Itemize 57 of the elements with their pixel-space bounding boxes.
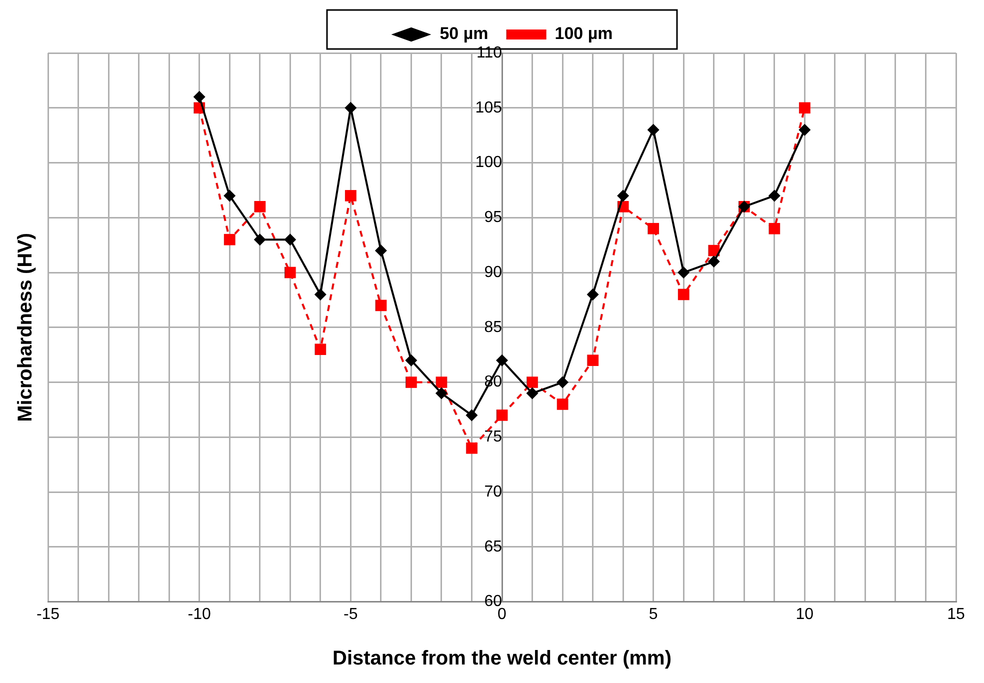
point <box>374 244 387 257</box>
x-tick-label: 15 <box>947 606 965 623</box>
point <box>648 222 659 234</box>
point <box>496 410 508 421</box>
point <box>526 387 538 400</box>
point <box>799 102 810 114</box>
x-axis-title: Distance from the weld center (mm) <box>332 648 672 670</box>
point <box>314 288 326 300</box>
legend-label: 100 µm <box>554 24 613 44</box>
point <box>344 102 357 114</box>
point <box>768 222 780 234</box>
y-tick-label: 100 <box>475 154 502 172</box>
point <box>375 300 387 312</box>
x-tick-label: 10 <box>796 606 814 623</box>
point <box>193 90 206 103</box>
point <box>496 354 508 366</box>
x-tick-label: 5 <box>648 606 658 623</box>
point <box>798 124 811 136</box>
point <box>768 190 780 202</box>
y-tick-label: 70 <box>484 483 502 500</box>
point <box>708 256 720 268</box>
point <box>405 354 418 366</box>
y-tick-label: 105 <box>475 99 502 116</box>
y-tick-label: 95 <box>484 209 502 226</box>
y-axis-title: Microhardness (HV) <box>14 232 37 422</box>
point <box>466 409 478 422</box>
point <box>586 288 599 300</box>
point <box>254 201 266 212</box>
point <box>647 124 660 136</box>
legend-label: 50 µm <box>440 24 488 44</box>
point <box>406 376 417 388</box>
y-tick-label: 75 <box>484 428 502 446</box>
point <box>436 376 448 388</box>
point <box>587 354 598 366</box>
point <box>556 376 569 388</box>
point <box>678 266 690 279</box>
point <box>284 266 296 278</box>
y-tick-label: 90 <box>484 264 502 281</box>
point <box>345 190 356 202</box>
point <box>556 398 568 410</box>
x-tick-label: -15 <box>36 606 60 623</box>
point <box>678 288 690 300</box>
point <box>526 376 538 388</box>
x-tick-label: 0 <box>498 606 507 623</box>
y-tick-label: 85 <box>484 318 502 336</box>
point <box>466 442 478 454</box>
point <box>284 234 296 246</box>
point <box>708 244 720 256</box>
point <box>224 234 236 246</box>
point <box>617 190 630 202</box>
point <box>254 234 266 246</box>
point <box>314 344 326 356</box>
y-tick-label: 65 <box>484 538 502 556</box>
point <box>435 387 448 400</box>
point <box>224 190 236 202</box>
x-tick-label: -10 <box>188 606 211 623</box>
x-tick-label: -5 <box>344 606 358 623</box>
